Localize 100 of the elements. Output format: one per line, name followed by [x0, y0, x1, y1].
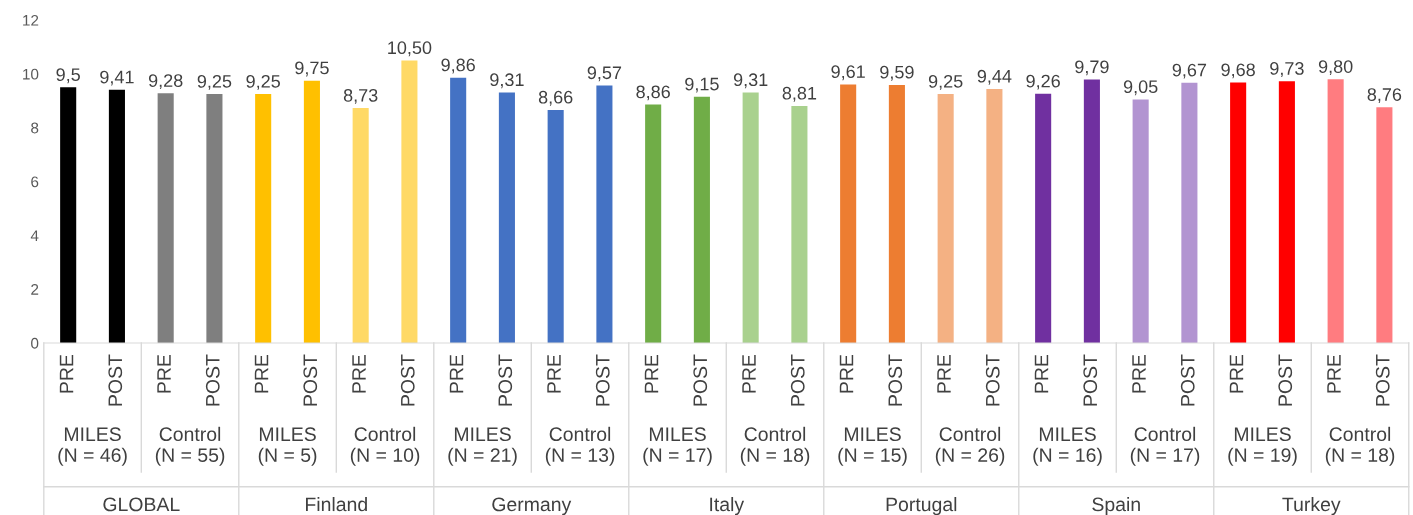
data-label: 9,31	[490, 73, 524, 89]
bar	[352, 108, 369, 343]
bar	[645, 104, 662, 343]
y-tick-label: 8	[31, 122, 39, 134]
x-tick-label: POST	[693, 354, 708, 406]
data-label: 9,67	[1172, 63, 1207, 79]
x-tick-label: POST	[303, 354, 318, 406]
bar	[1327, 79, 1344, 343]
data-label: 9,73	[1270, 62, 1304, 77]
text: MILES (N = 46)	[58, 427, 127, 466]
x-tick-label: POST	[1278, 354, 1293, 406]
bar	[255, 94, 272, 343]
text: GLOBAL	[103, 497, 180, 512]
text: Control (N = 18)	[1325, 426, 1395, 466]
bar	[1132, 99, 1149, 343]
text: Control (N = 55)	[155, 426, 225, 466]
data-label: 8,76	[1367, 88, 1402, 104]
y-tick-label: 10	[23, 68, 39, 80]
bar	[60, 87, 77, 343]
data-label: 9,80	[1318, 60, 1353, 76]
x-tick-label: PRE	[352, 354, 366, 393]
x-tick-label: PRE	[1034, 354, 1049, 393]
text: Spain	[1092, 496, 1140, 515]
data-label: 9,59	[880, 65, 914, 81]
data-label: 8,86	[636, 85, 670, 101]
data-label: 9,26	[1026, 74, 1060, 90]
data-label: 9,25	[928, 74, 963, 90]
bar	[1278, 81, 1295, 343]
data-label: 9,61	[831, 65, 865, 81]
bar	[303, 80, 320, 343]
y-tick-label: 12	[23, 14, 39, 26]
x-tick-label: PRE	[742, 354, 756, 393]
x-tick-label: PRE	[547, 354, 561, 393]
x-tick-label: POST	[595, 354, 610, 406]
x-tick-label: POST	[888, 354, 903, 406]
x-tick-label: PRE	[449, 354, 464, 393]
bar	[937, 94, 954, 343]
text: Germany	[492, 497, 572, 515]
data-label: 9,25	[197, 74, 232, 90]
data-label: 9,31	[733, 73, 768, 89]
x-tick-label: POST	[1180, 354, 1195, 406]
data-label: 9,15	[685, 77, 719, 93]
text: MILES (N = 5)	[258, 427, 317, 466]
data-label: 9,44	[977, 69, 1012, 85]
text: Turkey	[1282, 496, 1341, 515]
x-tick-label: POST	[790, 354, 805, 406]
data-label: 9,5	[56, 68, 80, 84]
text: Control (N = 10)	[350, 426, 420, 466]
text: Italy	[710, 496, 745, 515]
data-label: 9,05	[1123, 80, 1158, 96]
data-label: 9,25	[246, 74, 280, 90]
x-tick-label: POST	[108, 354, 123, 406]
bar	[840, 84, 857, 343]
text: Finland	[306, 496, 367, 512]
x-tick-label: PRE	[254, 354, 269, 393]
data-label: 8,81	[782, 86, 817, 102]
bar	[888, 84, 905, 343]
y-tick-label: 0	[31, 337, 39, 349]
text: Control (N = 18)	[740, 426, 810, 466]
x-tick-label: PRE	[1229, 354, 1244, 393]
data-label: 9,86	[441, 58, 475, 74]
text: MILES (N = 16)	[1033, 427, 1102, 466]
bar	[1083, 79, 1100, 343]
bar	[1230, 82, 1247, 343]
data-label: 9,79	[1075, 60, 1109, 76]
data-label: 8,66	[538, 90, 573, 106]
bar	[1376, 107, 1393, 343]
bar	[1181, 82, 1198, 343]
text: MILES (N = 19)	[1228, 427, 1297, 466]
data-label: 9,75	[295, 61, 329, 77]
data-label: 9,41	[100, 70, 134, 86]
x-tick-label: PRE	[59, 354, 74, 393]
x-tick-label: PRE	[839, 354, 854, 393]
y-tick-label: 2	[31, 284, 39, 295]
x-tick-label: PRE	[644, 354, 659, 393]
data-label: 9,28	[148, 74, 183, 90]
text: Control (N = 26)	[935, 426, 1005, 466]
x-tick-label: PRE	[157, 354, 171, 393]
x-tick-label: POST	[400, 354, 415, 406]
data-label: 9,57	[587, 66, 622, 82]
text: MILES (N = 21)	[448, 427, 517, 466]
bar	[108, 89, 125, 343]
bar	[206, 94, 223, 343]
x-tick-label: PRE	[1132, 354, 1146, 393]
text: Control (N = 17)	[1130, 426, 1200, 466]
text: MILES (N = 17)	[643, 427, 712, 466]
data-label: 8,73	[343, 88, 378, 104]
x-tick-label: POST	[1375, 354, 1390, 406]
bar	[157, 93, 174, 343]
data-label: 10,50	[388, 41, 432, 57]
bar	[1035, 93, 1052, 343]
bar	[596, 85, 613, 343]
y-tick-label: 6	[31, 176, 39, 188]
bar	[401, 60, 418, 343]
bar	[742, 92, 759, 343]
text: Control (N = 13)	[545, 426, 615, 466]
x-tick-label: POST	[985, 354, 1000, 406]
x-tick-label: POST	[1083, 354, 1098, 406]
bar	[693, 96, 710, 343]
x-tick-label: PRE	[937, 354, 951, 393]
